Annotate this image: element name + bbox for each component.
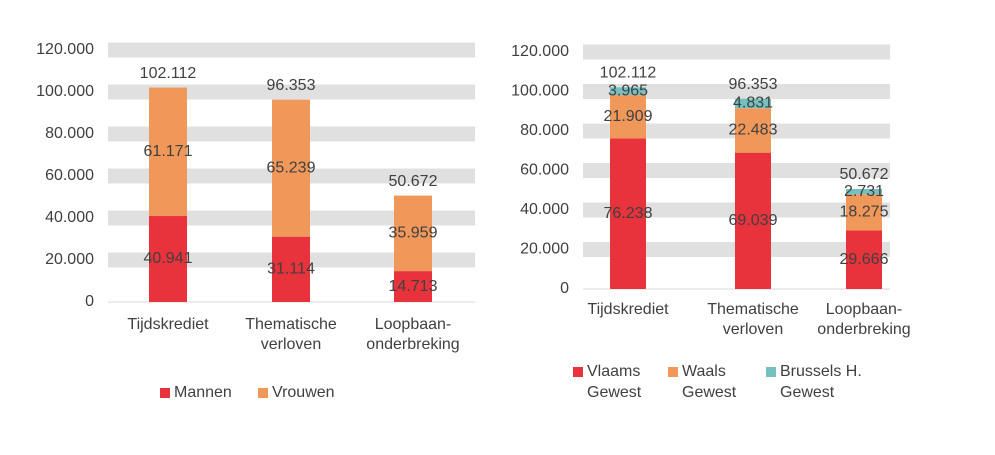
bar-segment bbox=[846, 230, 882, 289]
y-tick-label: 20.000 bbox=[45, 251, 94, 268]
y-tick-label: 100.000 bbox=[36, 83, 94, 100]
data-label: 22.483 bbox=[729, 122, 778, 139]
total-label: 50.672 bbox=[389, 173, 438, 190]
data-label: 3.965 bbox=[608, 82, 648, 99]
data-label: 21.909 bbox=[604, 108, 653, 125]
total-label: 102.112 bbox=[140, 65, 197, 82]
x-tick-label: Tijdskrediet bbox=[587, 301, 669, 318]
total-label: 50.672 bbox=[840, 166, 889, 183]
data-label: 29.666 bbox=[840, 251, 889, 268]
y-tick-label: 40.000 bbox=[520, 201, 569, 218]
legend-swatch bbox=[766, 367, 776, 377]
x-tick-label: Tijdskrediet bbox=[127, 316, 209, 333]
total-label: 102.112 bbox=[600, 65, 657, 82]
y-tick-label: 120.000 bbox=[36, 41, 94, 58]
y-tick-label: 0 bbox=[85, 293, 94, 310]
data-label: 18.275 bbox=[840, 204, 889, 221]
data-label: 31.114 bbox=[267, 261, 315, 278]
bar-segment bbox=[394, 271, 432, 302]
data-label: 4.831 bbox=[733, 95, 773, 112]
bar-segment bbox=[149, 87, 187, 217]
legend-label: Brussels H. Gewest bbox=[780, 363, 862, 401]
legend-swatch bbox=[668, 367, 678, 377]
y-tick-label: 100.000 bbox=[511, 83, 569, 100]
bar-segment bbox=[735, 98, 771, 109]
bar-segment bbox=[610, 95, 646, 139]
legend-label: Vrouwen bbox=[272, 384, 335, 401]
bar-segment bbox=[846, 194, 882, 231]
data-label: 35.959 bbox=[389, 225, 438, 242]
bar-segment bbox=[610, 138, 646, 289]
y-tick-label: 80.000 bbox=[520, 122, 569, 139]
y-tick-label: 0 bbox=[560, 280, 569, 297]
data-label: 40.941 bbox=[144, 250, 193, 267]
legend-swatch bbox=[573, 367, 583, 377]
legend-swatch bbox=[258, 388, 268, 398]
bar-segment bbox=[272, 99, 310, 237]
y-tick-label: 40.000 bbox=[45, 209, 94, 226]
y-tick-label: 60.000 bbox=[45, 167, 94, 184]
x-tick-label: Thematische verloven bbox=[707, 301, 799, 338]
data-label: 2.731 bbox=[844, 183, 884, 200]
x-tick-label: Thematische verloven bbox=[245, 316, 337, 353]
total-label: 96.353 bbox=[267, 77, 316, 94]
data-label: 61.171 bbox=[144, 143, 193, 160]
legend-label: Vlaams Gewest bbox=[587, 363, 642, 401]
y-tick-label: 80.000 bbox=[45, 125, 94, 142]
legend-label: Mannen bbox=[174, 384, 232, 401]
data-label: 14.713 bbox=[389, 278, 438, 295]
data-label: 76.238 bbox=[604, 205, 653, 222]
data-label: 65.239 bbox=[267, 159, 316, 176]
total-label: 96.353 bbox=[729, 76, 778, 93]
y-tick-label: 120.000 bbox=[511, 43, 569, 60]
x-tick-label: Loopbaan-onderbreking bbox=[366, 316, 459, 353]
bar-segment bbox=[272, 236, 310, 302]
x-tick-label: Loopbaan-onderbreking bbox=[817, 301, 910, 338]
bar-segment bbox=[149, 216, 187, 302]
y-tick-label: 60.000 bbox=[520, 162, 569, 179]
data-label: 69.039 bbox=[729, 212, 778, 229]
bar-segment bbox=[735, 108, 771, 153]
y-tick-label: 20.000 bbox=[520, 241, 569, 258]
bar-segment bbox=[846, 188, 882, 195]
legend-label: Waals Gewest bbox=[682, 363, 737, 401]
bar-segment bbox=[735, 152, 771, 289]
legend-swatch bbox=[160, 388, 170, 398]
bar-segment bbox=[610, 87, 646, 96]
bar-segment bbox=[394, 195, 432, 272]
